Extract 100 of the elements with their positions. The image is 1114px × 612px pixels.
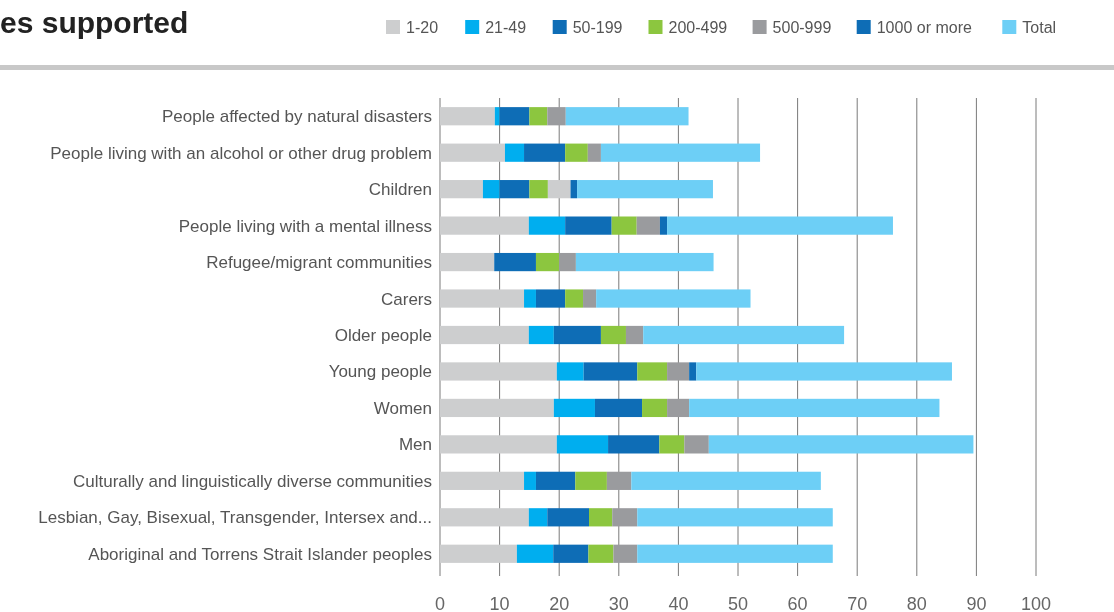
bar xyxy=(529,107,548,126)
bar xyxy=(553,544,589,563)
y-tick-label: People living with a mental illness xyxy=(178,216,432,236)
legend-label: 1000 or more xyxy=(876,19,972,36)
x-tick-label: 80 xyxy=(906,594,927,612)
bar xyxy=(494,107,500,126)
legend-label: 1-20 xyxy=(406,19,439,36)
y-tick-label: Children xyxy=(368,180,432,200)
bar xyxy=(440,180,483,199)
bar xyxy=(667,362,690,381)
y-tick-label: Lesbian, Gay, Bisexual, Transgender, Intersex and... xyxy=(38,508,432,528)
bar xyxy=(440,398,554,418)
bar xyxy=(516,544,554,563)
text: es supported xyxy=(0,6,189,39)
bar xyxy=(659,435,685,454)
bar xyxy=(553,325,601,345)
bar xyxy=(667,216,893,235)
bar xyxy=(559,252,576,272)
bar xyxy=(565,289,584,308)
bar xyxy=(600,143,761,162)
bar xyxy=(440,471,525,490)
bar xyxy=(631,471,821,490)
bar xyxy=(547,107,566,126)
bar xyxy=(440,435,557,454)
y-tick-label: Culturally and linguistically diverse communities xyxy=(72,471,432,491)
bar xyxy=(575,471,607,490)
y-tick-label: Men xyxy=(398,435,432,455)
bar xyxy=(611,216,637,235)
y-tick-label: Women xyxy=(373,398,432,418)
bar xyxy=(642,398,668,418)
bar xyxy=(524,289,536,308)
bar xyxy=(596,289,751,308)
bar xyxy=(547,508,589,527)
bar xyxy=(535,471,576,490)
legend-label: 50-199 xyxy=(572,19,623,36)
bar xyxy=(565,143,588,162)
bar xyxy=(613,544,638,563)
bar xyxy=(565,216,612,235)
y-tick-label: Aboriginal and Torrens Strait Islander peoples xyxy=(88,544,432,564)
bar xyxy=(659,216,668,235)
bar xyxy=(625,325,644,345)
bar xyxy=(637,362,668,381)
bar xyxy=(440,252,495,272)
bar xyxy=(600,325,626,345)
bar xyxy=(524,143,566,162)
bar xyxy=(667,398,690,418)
x-tick-label: 60 xyxy=(787,594,808,612)
y-tick-label: People living with an alcohol or other drug problem xyxy=(50,143,432,163)
bar xyxy=(606,471,632,490)
bar xyxy=(528,216,566,235)
x-tick-label: 50 xyxy=(727,594,749,612)
bar xyxy=(528,325,554,345)
bar xyxy=(608,435,660,454)
bar xyxy=(588,544,614,563)
y-tick-label: Older people xyxy=(334,326,432,345)
bar xyxy=(556,435,609,454)
legend-label: 21-49 xyxy=(485,19,527,36)
bar xyxy=(589,508,613,527)
bar xyxy=(708,435,974,454)
bar xyxy=(684,435,709,454)
bar xyxy=(440,289,525,308)
y-tick-label: Young people xyxy=(328,362,432,382)
bar xyxy=(637,508,833,527)
bar xyxy=(440,325,529,345)
bar xyxy=(583,289,597,308)
x-tick-label: 40 xyxy=(668,594,689,612)
bar xyxy=(612,508,638,527)
bar xyxy=(529,180,548,199)
bar xyxy=(535,252,560,272)
x-tick-label: 30 xyxy=(608,594,629,612)
bar xyxy=(524,471,536,490)
bar xyxy=(440,143,505,162)
bar xyxy=(689,398,940,418)
bar xyxy=(594,398,643,418)
x-tick-label: 100 xyxy=(1020,594,1052,612)
bar xyxy=(440,107,495,126)
bar xyxy=(575,252,714,272)
x-tick-label: 20 xyxy=(549,594,570,612)
y-tick-label: Refugee/migrant communities xyxy=(206,253,432,273)
bar xyxy=(587,143,601,162)
x-tick-label: 90 xyxy=(966,594,987,612)
bar xyxy=(440,544,517,563)
bar xyxy=(577,180,713,199)
bar xyxy=(494,252,536,272)
bar xyxy=(440,216,529,235)
bar xyxy=(440,362,557,381)
bar xyxy=(440,508,529,527)
bar xyxy=(499,180,530,199)
x-tick-label: 10 xyxy=(489,594,510,612)
bar xyxy=(553,398,595,418)
legend-label: Total xyxy=(1022,19,1057,36)
x-tick-label: 70 xyxy=(847,594,868,612)
bar xyxy=(696,362,952,381)
bar xyxy=(570,180,578,199)
y-tick-label: Carers xyxy=(380,289,432,309)
bar xyxy=(482,180,500,199)
legend-label: 500-999 xyxy=(772,19,832,36)
bar xyxy=(689,362,697,381)
y-tick-label: People affected by natural disasters xyxy=(162,107,432,127)
bar xyxy=(504,143,525,162)
